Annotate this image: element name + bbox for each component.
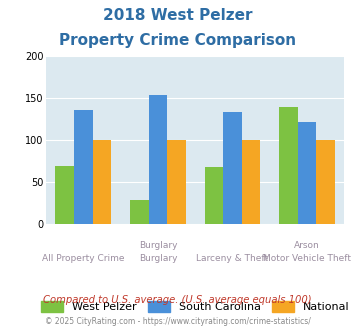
Bar [167, 140, 186, 224]
Text: Arson: Arson [294, 241, 320, 250]
Text: Motor Vehicle Theft: Motor Vehicle Theft [263, 254, 351, 263]
Text: 2018 West Pelzer: 2018 West Pelzer [103, 8, 252, 23]
Text: © 2025 CityRating.com - https://www.cityrating.com/crime-statistics/: © 2025 CityRating.com - https://www.city… [45, 317, 310, 326]
Bar [93, 140, 111, 224]
Text: Larceny & Theft: Larceny & Theft [196, 254, 269, 263]
Bar [204, 167, 223, 224]
Bar [130, 200, 149, 224]
Text: Burglary: Burglary [139, 254, 177, 263]
Bar [298, 122, 316, 224]
Bar [316, 140, 335, 224]
Text: Property Crime Comparison: Property Crime Comparison [59, 33, 296, 48]
Bar [223, 112, 242, 224]
Bar [74, 110, 93, 224]
Text: Compared to U.S. average. (U.S. average equals 100): Compared to U.S. average. (U.S. average … [43, 295, 312, 305]
Bar [279, 107, 298, 224]
Legend: West Pelzer, South Carolina, National: West Pelzer, South Carolina, National [41, 301, 350, 312]
Bar [55, 166, 74, 224]
Bar [242, 140, 261, 224]
Bar [149, 95, 167, 224]
Text: All Property Crime: All Property Crime [42, 254, 125, 263]
Text: Burglary: Burglary [139, 241, 177, 250]
